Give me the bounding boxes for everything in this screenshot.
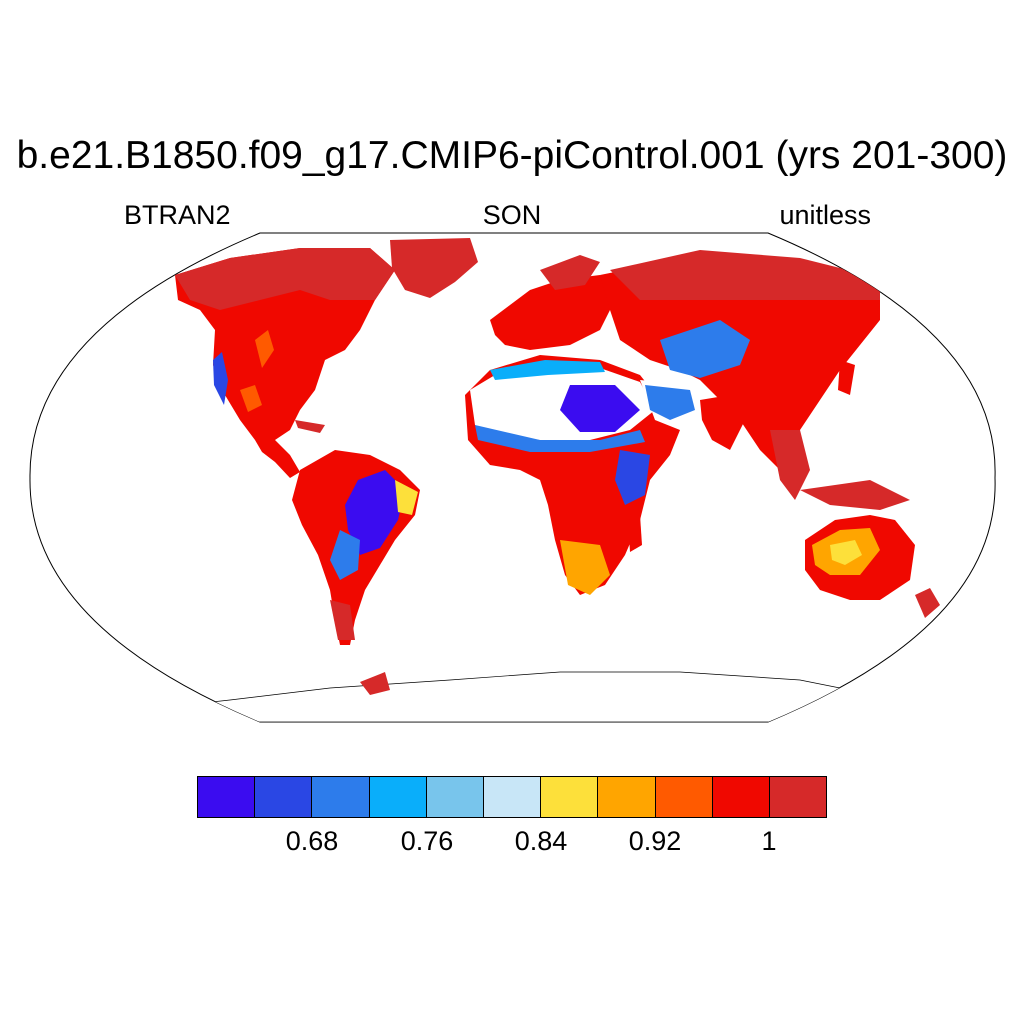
scandinavia	[540, 255, 600, 290]
na-southwest	[240, 385, 262, 412]
colorbar-box-4	[369, 777, 427, 817]
sa-central	[330, 530, 360, 580]
australia-dry-core	[830, 540, 862, 565]
arabia-dry	[645, 385, 695, 420]
central-asia-dry	[660, 320, 750, 378]
siberia	[610, 250, 880, 300]
new-zealand	[915, 588, 940, 618]
caribbean	[295, 420, 325, 433]
madagascar	[628, 515, 642, 552]
colorbar-box-3	[312, 777, 370, 817]
antarctic-peninsula	[360, 672, 390, 695]
north-america-north	[175, 248, 395, 310]
colorbar-box-2	[255, 777, 313, 817]
colorbar-box-5	[426, 777, 484, 817]
variable-label: BTRAN2	[124, 200, 231, 230]
japan	[838, 360, 855, 395]
colorbar-label: 0.68	[285, 826, 339, 856]
season-label: SON	[482, 200, 542, 230]
southern-africa	[560, 540, 610, 595]
colorbar-box-11	[769, 777, 827, 817]
europe	[490, 275, 615, 350]
sa-south	[330, 600, 355, 640]
north-africa-coast	[490, 360, 605, 380]
southeast-asia	[770, 430, 810, 500]
colorbar-box-1	[198, 777, 256, 817]
units-label: unitless	[779, 200, 871, 230]
colorbar-box-9	[655, 777, 713, 817]
sahel-edge	[475, 425, 645, 452]
central-america	[255, 440, 300, 478]
na-west-coast	[213, 352, 228, 405]
indonesia	[800, 480, 910, 510]
sa-brazil-dry-edge	[395, 480, 418, 515]
plot-title: b.e21.B1850.f09_g17.CMIP6-piControl.001 …	[16, 134, 1008, 177]
sahara-dry-core	[560, 385, 640, 432]
sa-brazil-dry	[345, 470, 405, 555]
colorbar-label: 1	[761, 826, 777, 856]
colorbar-box-6	[483, 777, 542, 817]
antarctica	[29, 671, 996, 722]
colorbar-box-8	[598, 777, 656, 817]
colorbar-label: 0.76	[400, 826, 454, 856]
colorbar-box-10	[712, 777, 770, 817]
colorbar-label: 0.92	[628, 826, 682, 856]
colorbar-label: 0.84	[514, 826, 568, 856]
colorbar	[197, 776, 827, 818]
east-africa	[615, 450, 650, 505]
india	[700, 395, 745, 450]
na-great-plains	[255, 330, 274, 368]
greenland	[390, 238, 478, 298]
colorbar-box-7	[541, 777, 599, 817]
